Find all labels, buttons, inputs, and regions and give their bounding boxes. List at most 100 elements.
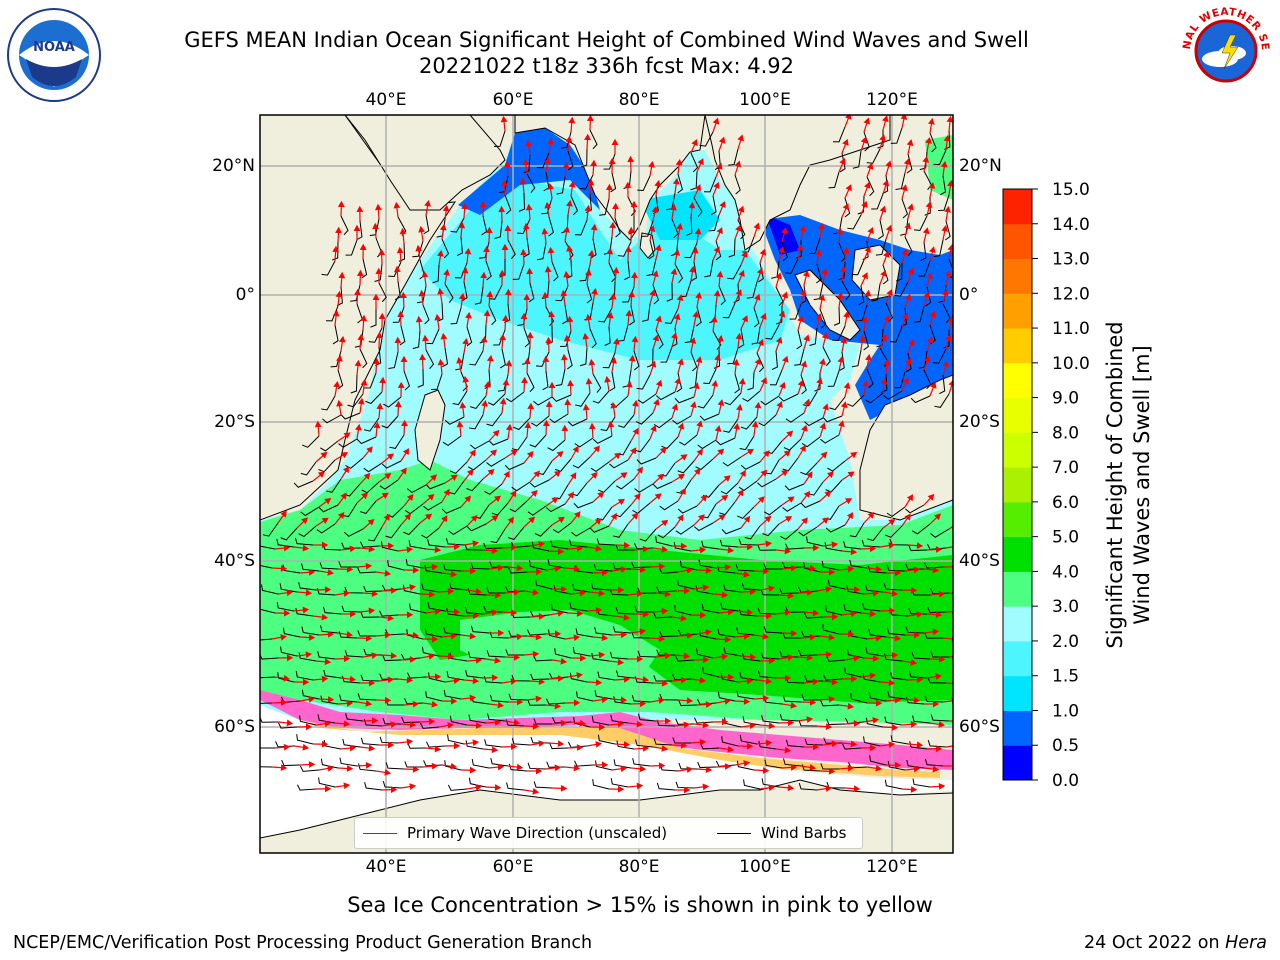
wave-arrow-head [283, 609, 291, 617]
wind-barb [789, 303, 802, 320]
wave-arrow-head [872, 717, 880, 724]
wave-arrow-head [746, 608, 754, 616]
wind-barb [722, 456, 742, 467]
wind-barb [801, 436, 821, 448]
wave-arrow-head [526, 331, 534, 339]
wind-barb [468, 777, 487, 788]
wind-barb [441, 238, 450, 259]
wind-barb [421, 583, 440, 593]
wave-arrow-head [636, 466, 643, 474]
wind-barb [363, 417, 380, 432]
wave-arrow-head [926, 336, 934, 344]
wind-barb [533, 655, 553, 662]
wave-arrow-head [628, 354, 636, 362]
wind-barb [833, 126, 846, 143]
wind-barb [724, 392, 742, 406]
wave-arrow-head [349, 675, 357, 683]
wave-arrow-head [934, 513, 941, 521]
wind-barb [639, 528, 657, 542]
wind-barb [911, 652, 931, 660]
wind-barb [425, 482, 446, 490]
wave-arrow-head [692, 311, 700, 318]
wave-arrow-head [280, 764, 288, 772]
colorbar-tick-label: 15.0 [1052, 180, 1090, 200]
wave-arrow-head [624, 245, 632, 253]
wind-barb [260, 545, 276, 550]
wave-arrow-head [910, 786, 918, 793]
wind-barb [506, 782, 525, 791]
wave-arrow-head [502, 314, 509, 322]
wind-barb [698, 559, 717, 569]
wave-arrow-head [400, 291, 407, 299]
wave-arrow-head [910, 586, 918, 594]
lat-tick-right: 0° [959, 285, 979, 305]
wind-barb [580, 347, 588, 367]
wave-arrow-head [425, 513, 433, 521]
colorbar-swatch [1003, 432, 1032, 468]
wind-barb [932, 348, 947, 364]
wave-arrow-head [516, 564, 524, 572]
wave-arrow-head [775, 336, 783, 344]
wind-barb [448, 525, 468, 536]
wave-arrow-head [671, 403, 679, 411]
wave-arrow-head [598, 589, 606, 597]
wind-barb [825, 524, 846, 533]
wave-arrow-head [409, 584, 417, 591]
wave-arrow-head [787, 592, 795, 600]
wave-arrow-head [627, 226, 635, 234]
wave-arrow-head [598, 723, 606, 731]
wave-arrow-head [801, 424, 808, 432]
wind-barb [468, 414, 484, 430]
wind-barb [505, 649, 524, 656]
colorbar-tick-label: 1.0 [1052, 701, 1079, 721]
wave-arrow-head [424, 199, 431, 207]
wind-barb [470, 562, 490, 570]
wind-barb [912, 778, 931, 788]
wave-arrow-head [781, 227, 788, 235]
wind-barb [370, 309, 377, 328]
wave-arrow-head [906, 139, 914, 146]
wind-barb [717, 691, 736, 702]
wind-barb [356, 436, 377, 445]
wind-barb [461, 281, 468, 302]
wind-barb [798, 649, 818, 657]
wave-arrow-head [787, 496, 795, 503]
wave-arrow-head [910, 659, 918, 666]
wind-barb [901, 198, 909, 219]
wave-arrow-head [875, 764, 883, 772]
wave-arrow-head [839, 265, 847, 273]
wave-arrow-head [479, 200, 487, 208]
wave-arrow-head [532, 722, 540, 730]
wave-arrow-head [383, 513, 390, 521]
wave-arrow-head [595, 606, 603, 614]
wave-arrow-head [642, 610, 650, 618]
wind-barb [590, 582, 610, 591]
wave-arrow-head [367, 518, 375, 526]
wind-barb [642, 303, 651, 322]
wave-arrow-head [513, 588, 521, 596]
wave-arrow-head [520, 248, 527, 256]
wave-arrow-head [658, 697, 666, 704]
wave-arrow-head [465, 311, 472, 319]
wave-arrow-head [842, 138, 849, 146]
wind-barb [381, 460, 402, 469]
wind-barb [466, 326, 473, 347]
wind-barb [301, 689, 320, 700]
wave-arrow-head [450, 762, 458, 770]
wave-arrow-head [604, 375, 611, 383]
wind-barb [567, 349, 573, 370]
sri-lanka-land [639, 232, 656, 259]
wind-barb [736, 506, 755, 519]
wind-barb [560, 330, 572, 348]
wave-arrow-head [677, 514, 684, 522]
wave-arrow-head [510, 609, 518, 617]
wave-arrow-head [513, 653, 521, 661]
wave-arrow-head [461, 202, 469, 210]
wave-arrow-head [850, 610, 858, 618]
wave-direction-arrows [271, 115, 953, 795]
wind-barb [701, 540, 720, 550]
wave-arrow-head [280, 510, 287, 518]
wind-barb [444, 283, 454, 303]
wave-arrow-head [504, 288, 512, 296]
